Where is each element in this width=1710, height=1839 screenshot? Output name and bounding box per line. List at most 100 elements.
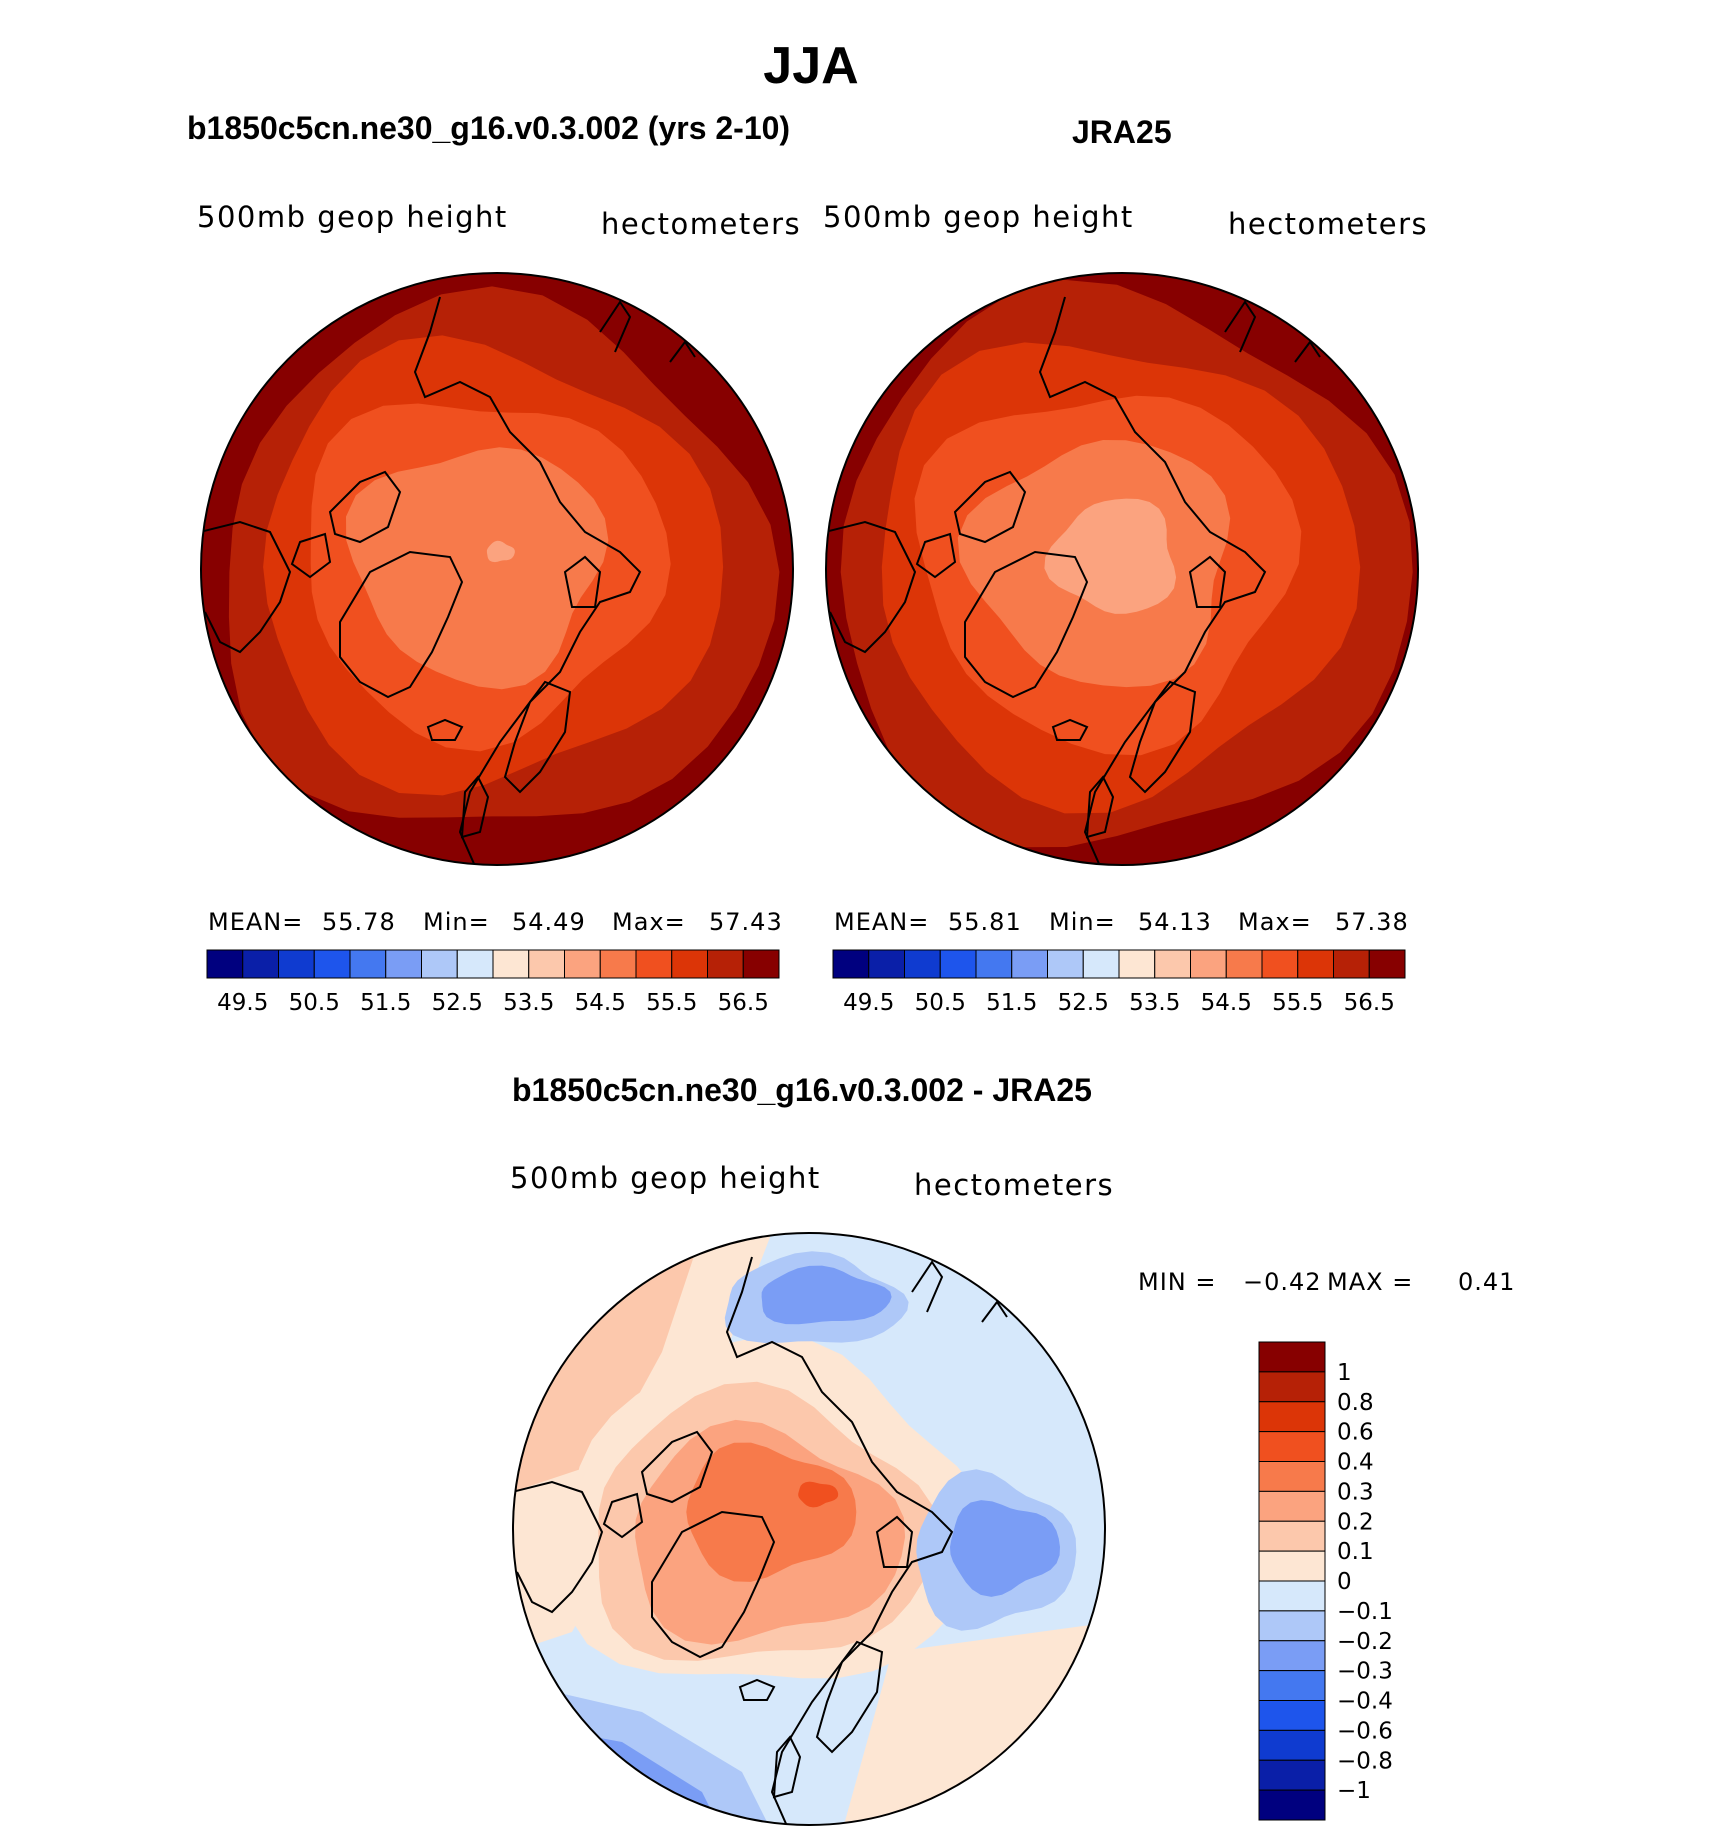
diff-band-13 [950,1500,1060,1597]
greenland-coast [339,550,464,699]
eurasia-coast [413,296,642,865]
arctic-archipelago-coast [953,470,1027,544]
panel2-colorbar-swatch-10 [1154,949,1191,979]
panel3-colorbar-tick-label: −0.6 [1337,1718,1393,1744]
north-america-coast [826,520,917,654]
panel2-colorbar-swatch-5 [975,949,1013,979]
panel1-subtitle: b1850c5cn.ne30_g16.v0.3.002 (yrs 2-10) [187,110,791,146]
panel1-colorbar-tick-label: 55.5 [646,990,697,1016]
panel2-colorbar-swatch-7 [1047,949,1084,979]
panel3-colorbar-swatch-13 [1258,1700,1326,1731]
panel3-colorbar-swatch-16 [1258,1789,1326,1821]
novaya-zemlya-coast [563,555,602,608]
panel1-mean-value: 55.78 [322,908,396,936]
panel2-min-label: Min= [1049,908,1116,936]
panel3-colorbar-swatch-15 [1258,1759,1326,1791]
panel2-colorbar-swatch-1 [832,949,870,979]
north-america-coast [513,1480,604,1614]
panel3-polar-map [512,1232,1106,1826]
map-boundary [825,272,1419,866]
panel3-colorbar-swatch-14 [1258,1729,1326,1761]
panel2-colorbar-tick-label: 54.5 [1201,990,1252,1016]
greenland-coast [964,550,1089,699]
british-isles-coast [460,775,490,839]
panel2-colorbar-swatch-11 [1190,949,1227,979]
panel1-colorbar-tick-label: 49.5 [217,990,268,1016]
diff-band-8 [798,1481,839,1508]
panel1-max-value: 57.43 [709,908,783,936]
panel2-colorbar-tick-label: 55.5 [1272,990,1323,1016]
british-isles-coast [1085,775,1115,839]
coastline [201,296,696,865]
panel1-colorbar-tick-label: 51.5 [360,990,411,1016]
panel2-colorbar-swatch-8 [1082,949,1120,979]
panel1-colorbar-swatch-7 [421,949,458,979]
panel2-max-value: 57.38 [1335,908,1409,936]
panel1-polar-map [200,272,794,866]
panel3-min-value: −0.42 [1243,1268,1322,1296]
panel3-colorbar-tick-label: −0.8 [1337,1748,1393,1774]
panel3-colorbar-tick-label: −0.3 [1337,1659,1393,1685]
panel1-variable-label: 500mb geop height [197,200,508,234]
panel3-colorbar-swatch-3 [1258,1401,1326,1433]
panel3-colorbar-swatch-2 [1258,1371,1326,1403]
novaya-zemlya-coast [1188,555,1227,608]
panel2-colorbar-tick-label: 51.5 [986,990,1037,1016]
panel2-colorbar-tick-label: 50.5 [915,990,966,1016]
panel2-colorbar-swatch-4 [939,949,977,979]
panel2-mean-label: MEAN= [834,908,930,936]
panel3-colorbar-swatch-12 [1258,1670,1326,1701]
aleutian-coast [981,1300,1008,1323]
panel2-colorbar-swatch-13 [1261,949,1299,979]
eurasia-coast [725,1256,954,1825]
panel1-colorbar-tick-label: 54.5 [575,990,626,1016]
kamchatka-coast [1224,300,1257,353]
panel1-colorbar-swatch-9 [492,949,530,979]
panel2-colorbar-swatch-2 [868,949,905,979]
panel2-colorbar-swatch-15 [1333,949,1370,979]
panel2-colorbar-tick-label: 52.5 [1058,990,1109,1016]
map-boundary [512,1232,1106,1826]
panel2-units-label: hectometers [1228,207,1429,241]
panel3-colorbar-swatch-8 [1258,1550,1326,1582]
north-america-coast [201,520,292,654]
panel2-max-label: Max= [1238,908,1312,936]
panel1-colorbar-swatch-15 [707,949,744,979]
figure-title: JJA [763,37,859,95]
panel1-colorbar-tick-label: 52.5 [432,990,483,1016]
panel3-colorbar-tick-label: 0.8 [1337,1390,1374,1416]
map-boundary [200,272,794,866]
panel3-colorbar-tick-label: −0.2 [1337,1629,1393,1655]
panel2-colorbar-swatch-3 [904,949,941,979]
scandinavia-coast [503,680,572,794]
panel3-max-label: MAX = [1327,1268,1414,1296]
diff-band-7 [686,1442,857,1582]
panel3-max-value: 0.41 [1458,1268,1516,1296]
panel1-colorbar-swatch-14 [671,949,708,979]
panel2-polar-map [825,272,1419,866]
panel1-colorbar-swatch-16 [742,949,780,979]
panel1-colorbar-tick-label: 50.5 [289,990,340,1016]
panel2-colorbar-tick-label: 49.5 [843,990,894,1016]
panel1-colorbar-swatch-8 [456,949,494,979]
panel3-colorbar-tick-label: 0.3 [1337,1479,1374,1505]
panel2-colorbar: 49.5 50.5 51.5 52.5 53.5 54.5 55.5 56.5 [832,949,1406,1016]
panel1-units-label: hectometers [601,207,802,241]
panel3-colorbar-tick-label: 0.6 [1337,1420,1374,1446]
panel3-colorbar-tick-label: 0.1 [1337,1539,1374,1565]
greenland-coast [651,1510,776,1659]
panel2-colorbar-swatch-14 [1297,949,1334,979]
panel2-mean-value: 55.81 [948,908,1022,936]
panel2-min-value: 54.13 [1138,908,1212,936]
aleutian-coast [1294,340,1321,363]
aleutian-coast [669,340,696,363]
panel2-colorbar-swatch-9 [1118,949,1156,979]
arctic-archipelago-coast [328,470,402,544]
panel1-colorbar-swatch-1 [206,949,244,979]
baffin-island-coast [290,532,332,579]
panel3-min-label: MIN = [1138,1268,1217,1296]
iceland-coast [426,718,464,741]
panel1-colorbar-swatch-10 [528,949,565,979]
panel3-colorbar-tick-label: −0.4 [1337,1689,1393,1715]
